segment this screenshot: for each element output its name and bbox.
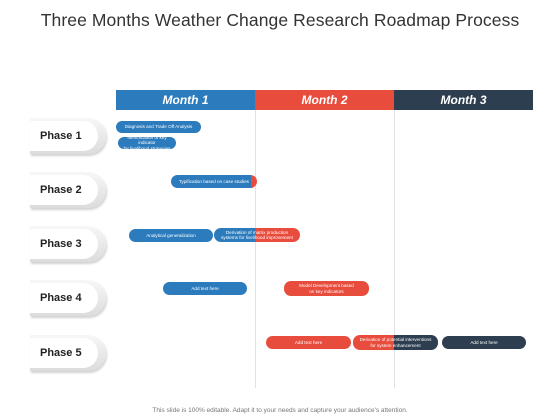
- task-add-text-phase-5a: Add text here: [266, 336, 351, 349]
- phase-5-label: Phase 5: [40, 347, 82, 359]
- gridline-month-3: [394, 110, 395, 388]
- phase-5-tab: Phase 5: [30, 335, 106, 371]
- task-model-development: Model Development based on key indicator…: [284, 281, 369, 296]
- phase-4-label: Phase 4: [40, 292, 82, 304]
- task-derivation-potential: Derivation of potential interventions fo…: [353, 335, 438, 350]
- task-identification: Identification of key indicator for live…: [118, 135, 176, 151]
- month-3-label: Month 3: [440, 93, 487, 107]
- month-1-label: Month 1: [162, 93, 209, 107]
- page-title: Three Months Weather Change Research Roa…: [40, 10, 520, 30]
- phase-3-tab: Phase 3: [30, 226, 106, 262]
- footer-note: This slide is 100% editable. Adapt it to…: [152, 407, 408, 414]
- month-2-header: Month 2: [255, 90, 394, 110]
- gridline-month-2: [255, 110, 256, 388]
- task-analytical-generalization: Analytical generalization: [129, 229, 213, 242]
- month-3-header: Month 3: [394, 90, 533, 110]
- phase-2-label: Phase 2: [40, 184, 82, 196]
- phase-2-tab: Phase 2: [30, 172, 106, 208]
- phase-1-tab: Phase 1: [30, 118, 106, 154]
- phase-1-label: Phase 1: [40, 130, 82, 142]
- task-typification: Typification based on case studies: [171, 175, 257, 188]
- task-add-text-phase-5b: Add text here: [442, 336, 526, 349]
- phase-3-label: Phase 3: [40, 238, 82, 250]
- month-1-header: Month 1: [116, 90, 255, 110]
- task-diagnosis: Diagnosis and Trade Off Analysis: [116, 121, 201, 133]
- phase-4-tab: Phase 4: [30, 280, 106, 316]
- task-derivation-matrix: Derivation of matrix production systems …: [214, 228, 300, 242]
- task-add-text-phase-4: Add text here: [163, 282, 247, 295]
- month-2-label: Month 2: [301, 93, 348, 107]
